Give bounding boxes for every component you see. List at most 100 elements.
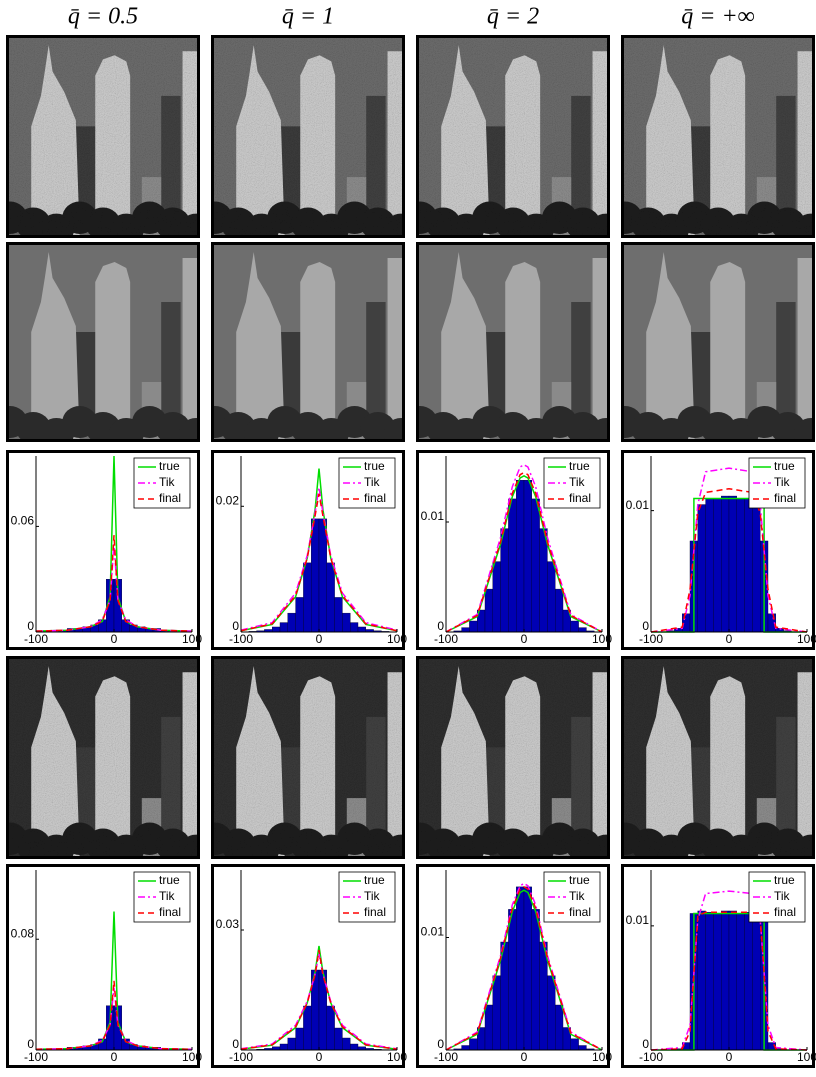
histogram-bar (296, 597, 304, 632)
histogram-bar (469, 621, 477, 632)
histogram-bar (571, 621, 579, 632)
legend-label: true (159, 873, 180, 887)
building (366, 717, 385, 839)
x-tick-label: 0 (316, 1050, 323, 1064)
histogram-bar (721, 911, 729, 1050)
building (776, 96, 795, 218)
histogram-bar (532, 499, 540, 632)
histogram-bar (547, 562, 555, 632)
building (571, 96, 590, 218)
legend-label: Tik (569, 889, 586, 903)
x-tick-label: -100 (639, 1050, 663, 1064)
histogram-bar (555, 589, 563, 632)
histogram-bar (540, 529, 548, 632)
scene (197, 656, 418, 867)
x-tick-label: 0 (726, 1050, 733, 1064)
legend-label: true (364, 873, 385, 887)
image-panel (607, 242, 816, 450)
image-panel (0, 242, 214, 450)
y-tick-label: 0.01 (421, 925, 445, 939)
legend-label: final (364, 905, 386, 919)
histogram-bar (745, 912, 753, 1050)
histogram-bar (547, 976, 555, 1050)
x-tick-label: -100 (434, 1050, 458, 1064)
building (571, 717, 590, 839)
legend-label: final (774, 905, 796, 919)
building (571, 302, 590, 422)
tree (384, 418, 419, 450)
x-tick-label: 0 (521, 632, 528, 646)
histogram-bar (311, 519, 319, 632)
y-tick-label: 0.01 (626, 913, 650, 927)
histogram-bar (319, 519, 327, 632)
scene (197, 242, 418, 450)
image-panel (402, 242, 623, 450)
building (366, 96, 385, 218)
x-tick-label: -100 (639, 632, 663, 646)
x-tick-label: -100 (229, 1050, 253, 1064)
x-tick-label: 0 (726, 632, 733, 646)
image-panel (197, 656, 418, 867)
histogram-bar (737, 498, 745, 632)
scene (0, 242, 214, 450)
scene (402, 656, 623, 867)
x-tick-label: 0 (111, 1050, 118, 1064)
building (776, 717, 795, 839)
histogram-bar (579, 1046, 587, 1051)
image-panel (0, 35, 214, 246)
histogram-bar (280, 623, 288, 632)
legend-label: Tik (569, 475, 586, 489)
histogram-bar (737, 913, 745, 1050)
tree (384, 214, 419, 246)
histogram-bar (698, 911, 706, 1050)
histogram-bar (721, 496, 729, 632)
histogram-bar (280, 1044, 288, 1050)
legend-label: final (159, 491, 181, 505)
column-header: q̄ = 2 (487, 4, 539, 30)
tree (589, 214, 624, 246)
image-panel (402, 656, 623, 867)
scene (0, 35, 214, 246)
y-tick-label: 0 (642, 1037, 649, 1051)
legend-label: final (159, 905, 181, 919)
scene (0, 656, 214, 867)
legend-label: final (364, 491, 386, 505)
histogram-bar (303, 1006, 311, 1050)
histogram-bar (350, 623, 358, 632)
building (161, 96, 180, 218)
tree (179, 418, 214, 450)
histogram-bar (571, 1039, 579, 1050)
legend-label: final (774, 491, 796, 505)
histogram-bar (752, 911, 760, 1050)
histogram-bar (524, 887, 532, 1050)
scene (607, 242, 816, 450)
histogram-bar (713, 913, 721, 1050)
tree (589, 835, 624, 867)
histogram-bar (342, 1038, 350, 1050)
histogram-bar (462, 1046, 470, 1051)
histogram-bar (327, 563, 335, 632)
histogram-bar (303, 563, 311, 632)
y-tick-label: 0.03 (216, 917, 240, 931)
tree (179, 835, 214, 867)
y-tick-label: 0 (27, 619, 34, 633)
histogram-bar (272, 627, 280, 632)
scene (197, 35, 418, 246)
scene (402, 35, 623, 246)
column-header: q̄ = 0.5 (68, 4, 138, 30)
histogram-bar (493, 976, 501, 1050)
y-tick-label: 0.01 (626, 498, 650, 512)
histogram-bar (501, 529, 509, 632)
x-tick-label: -100 (24, 1050, 48, 1064)
histogram-bar (288, 613, 296, 632)
histogram-bar (335, 1028, 343, 1050)
